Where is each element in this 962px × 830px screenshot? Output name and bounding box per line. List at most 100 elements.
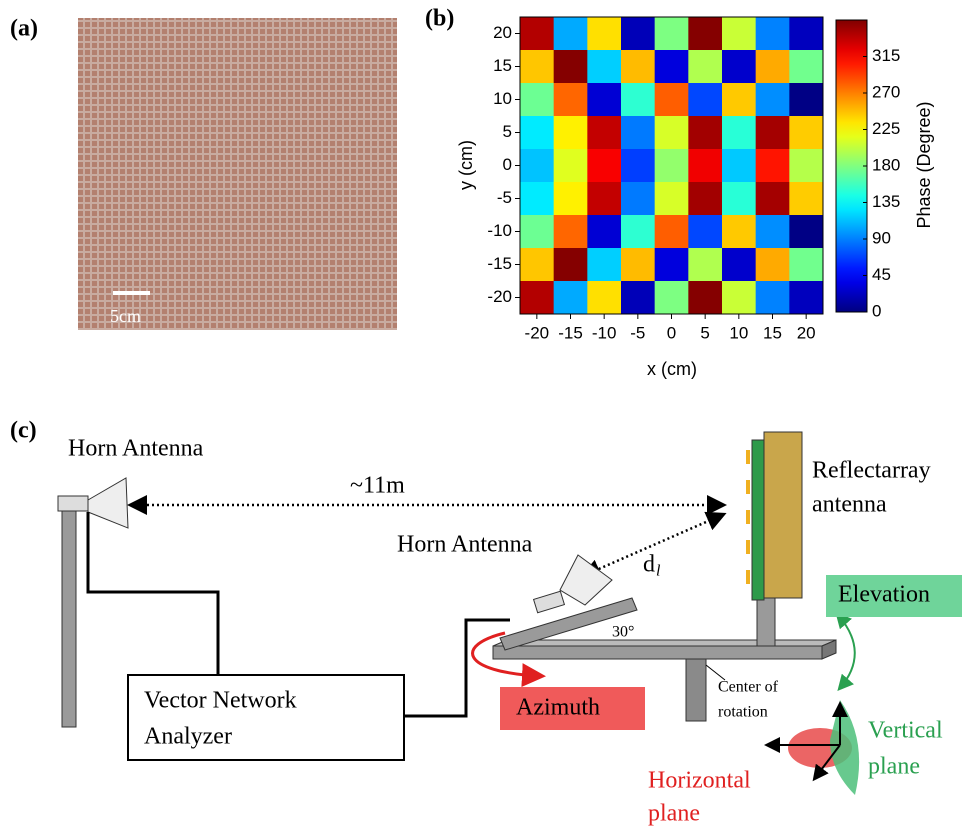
heat-cell [756, 116, 790, 150]
y-tick-label: 10 [493, 89, 512, 108]
colorbar-tick-label: 45 [872, 265, 891, 284]
x-tick-label: -15 [558, 323, 583, 342]
y-tick-label: -5 [497, 188, 512, 207]
heat-cell [655, 83, 689, 117]
heat-cell [688, 17, 722, 51]
heat-cell [554, 17, 588, 51]
heat-cell [756, 182, 790, 216]
heat-cell [756, 17, 790, 51]
heat-cell [520, 248, 554, 282]
heat-cell [554, 50, 588, 84]
x-tick-label: 20 [797, 323, 816, 342]
heat-cell [520, 215, 554, 249]
label: 30° [612, 624, 634, 641]
x-tick-label: 0 [667, 323, 676, 342]
heat-cell [554, 215, 588, 249]
heat-cell [655, 248, 689, 282]
heat-cell [554, 149, 588, 183]
y-tick-label: 5 [503, 122, 512, 141]
heat-cell [756, 83, 790, 117]
heat-cell [587, 116, 621, 150]
label: l [656, 563, 661, 580]
heat-cell [756, 281, 790, 315]
heat-cell [655, 50, 689, 84]
scale-label: 5cm [110, 306, 141, 326]
colorbar-tick-label: 0 [872, 301, 881, 320]
y-tick-label: 15 [493, 56, 512, 75]
colorbar-tick-label: 135 [872, 192, 900, 211]
heat-cell [688, 182, 722, 216]
label: Elevation [838, 582, 930, 608]
label: plane [868, 754, 920, 780]
heat-cell [587, 50, 621, 84]
label: Center of [718, 679, 779, 696]
heat-cell [722, 116, 756, 150]
heat-cell [722, 17, 756, 51]
heat-cell [722, 182, 756, 216]
heat-cell [520, 149, 554, 183]
label: plane [648, 801, 700, 827]
colorbar-tick-label: 90 [872, 228, 891, 247]
heat-cell [722, 149, 756, 183]
colorbar-tick-label: 270 [872, 82, 900, 101]
x-tick-label: -5 [630, 323, 645, 342]
heat-cell [554, 248, 588, 282]
heat-cell [520, 182, 554, 216]
label: antenna [812, 492, 887, 518]
label: Horizontal [648, 768, 751, 794]
y-tick-label: 0 [503, 155, 512, 174]
label: Azimuth [516, 695, 600, 721]
heat-cell [587, 83, 621, 117]
heat-cell [621, 116, 655, 150]
heat-cell [756, 248, 790, 282]
y-tick-label: -20 [487, 287, 512, 306]
heat-cell [520, 17, 554, 51]
label: d [643, 552, 655, 578]
heat-cell [789, 182, 823, 216]
heat-cell [587, 17, 621, 51]
heat-cell [554, 83, 588, 117]
figure: (a) 5cm (b) -20-15-10-505101520-20-15-10… [0, 0, 962, 830]
colorbar-label: Phase (Degree) [914, 101, 934, 228]
panel-label: (b) [425, 6, 454, 32]
colorbar-tick-label: 315 [872, 46, 900, 65]
heat-cell [520, 83, 554, 117]
heat-cell [722, 281, 756, 315]
heat-cell [722, 248, 756, 282]
heat-cell [789, 149, 823, 183]
heat-cell [789, 116, 823, 150]
heat-cell [789, 248, 823, 282]
y-tick-label: 20 [493, 23, 512, 42]
x-axis-label: x (cm) [647, 359, 697, 379]
label: Reflectarray [812, 458, 931, 484]
heat-cell [554, 281, 588, 315]
heat-cell [587, 215, 621, 249]
heat-cell [688, 116, 722, 150]
heat-cell [789, 83, 823, 117]
colorbar-tick-label: 180 [872, 155, 900, 174]
heat-cell [587, 149, 621, 183]
heat-cell [655, 116, 689, 150]
heat-cell [587, 248, 621, 282]
heat-cell [688, 50, 722, 84]
colorbar-tick-label: 225 [872, 119, 900, 138]
heat-cell [520, 50, 554, 84]
heat-cell [789, 50, 823, 84]
heat-cell [688, 281, 722, 315]
heat-cell [655, 149, 689, 183]
x-tick-label: 10 [729, 323, 748, 342]
y-tick-label: -10 [487, 221, 512, 240]
heat-cell [789, 215, 823, 249]
heat-cell [621, 50, 655, 84]
heat-cell [520, 281, 554, 315]
heat-cell [621, 83, 655, 117]
heat-cell [722, 83, 756, 117]
heat-cell [655, 17, 689, 51]
colorbar [836, 20, 867, 312]
heat-cell [655, 281, 689, 315]
heat-cell [789, 17, 823, 51]
label: Horn Antenna [68, 436, 204, 462]
panel-label: (a) [10, 16, 38, 42]
label: rotation [718, 704, 768, 721]
heat-cell [688, 215, 722, 249]
